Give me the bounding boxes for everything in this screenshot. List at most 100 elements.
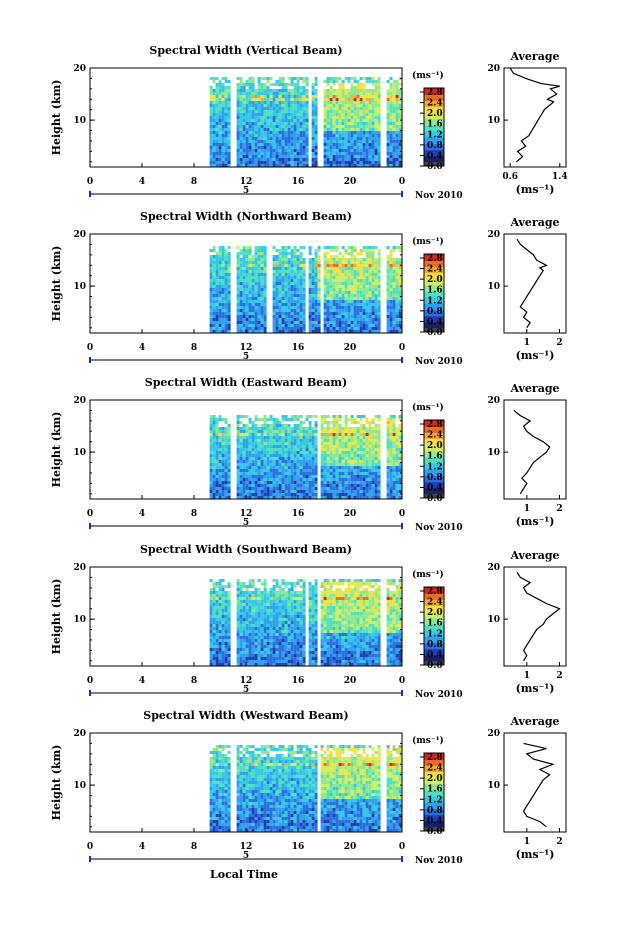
heatmap-cell <box>296 297 300 300</box>
heatmap-cell <box>281 77 285 80</box>
heatmap-cell <box>386 110 390 113</box>
heatmap-cell <box>326 303 330 306</box>
heatmap-cell <box>392 300 396 303</box>
heatmap-cell <box>284 98 288 101</box>
heatmap-cell <box>326 424 330 427</box>
heatmap-cell <box>296 454 300 457</box>
heatmap-cell <box>314 83 318 86</box>
heatmap-cell <box>227 116 231 119</box>
heatmap-cell <box>275 101 279 104</box>
heatmap-cell <box>236 457 240 460</box>
heatmap-cell <box>377 469 381 472</box>
heatmap-cell <box>248 445 252 448</box>
heatmap-cell <box>377 312 381 315</box>
heatmap-cell <box>248 86 252 89</box>
heatmap-cell <box>227 285 231 288</box>
heatmap-cell <box>398 309 402 312</box>
heatmap-cell <box>392 460 396 463</box>
heatmap-cell <box>227 137 231 140</box>
heatmap-cell <box>245 98 249 101</box>
heatmap-cell <box>395 122 399 125</box>
heatmap-cell <box>227 86 231 89</box>
heatmap-cell <box>395 306 399 309</box>
heatmap-cell <box>329 267 333 270</box>
heatmap-cell <box>284 300 288 303</box>
heatmap-cell <box>284 481 288 484</box>
heatmap-cell <box>362 86 366 89</box>
heatmap-cell <box>347 155 351 158</box>
heatmap-cell <box>386 330 390 333</box>
heatmap-cell <box>362 258 366 261</box>
heatmap-cell <box>299 433 303 436</box>
heatmap-cell <box>392 95 396 98</box>
heatmap-cell <box>353 246 357 249</box>
heatmap-cell <box>242 493 246 496</box>
heatmap-cell <box>356 282 360 285</box>
heatmap-cell <box>242 487 246 490</box>
heatmap-cell <box>299 246 303 249</box>
heatmap-cell <box>209 77 213 80</box>
heatmap-cell <box>320 451 324 454</box>
heatmap-cell <box>353 101 357 104</box>
heatmap-cell <box>245 321 249 324</box>
heatmap-cell <box>281 454 285 457</box>
heatmap-cell <box>362 318 366 321</box>
heatmap-cell <box>278 249 282 252</box>
heatmap-cell <box>263 101 267 104</box>
heatmap-cell <box>224 149 228 152</box>
heatmap-cell <box>224 279 228 282</box>
heatmap-cell <box>287 442 291 445</box>
heatmap-cell <box>260 496 264 499</box>
heatmap-cell <box>215 89 219 92</box>
heatmap-cell <box>308 484 312 487</box>
heatmap-cell <box>332 95 336 98</box>
heatmap-cell <box>218 255 222 258</box>
heatmap-cell <box>242 95 246 98</box>
heatmap-cell <box>209 463 213 466</box>
heatmap-cell <box>236 86 240 89</box>
heatmap-cell <box>347 131 351 134</box>
heatmap-cell <box>272 421 276 424</box>
heatmap-cell <box>281 288 285 291</box>
heatmap-cell <box>236 442 240 445</box>
colorbar-swatch <box>424 137 444 144</box>
heatmap-cell <box>314 98 318 101</box>
heatmap-cell <box>344 463 348 466</box>
heatmap-cell <box>275 312 279 315</box>
heatmap-cell <box>275 255 279 258</box>
heatmap-cell <box>224 324 228 327</box>
heatmap-cell <box>374 110 378 113</box>
heatmap-cell <box>347 152 351 155</box>
heatmap-cell <box>329 255 333 258</box>
heatmap-cell <box>266 466 270 469</box>
heatmap-cell <box>398 143 402 146</box>
heatmap-cell <box>371 140 375 143</box>
heatmap-cell <box>323 246 327 249</box>
heatmap-cell <box>368 427 372 430</box>
heatmap-cell <box>359 113 363 116</box>
heatmap-cell <box>356 89 360 92</box>
heatmap-cell <box>218 490 222 493</box>
x-tick-label: 0 <box>399 177 405 187</box>
heatmap-cell <box>302 330 306 333</box>
heatmap-cell <box>320 418 324 421</box>
heatmap-cell <box>251 158 255 161</box>
heatmap-cell <box>353 155 357 158</box>
heatmap-cell <box>308 291 312 294</box>
heatmap-cell <box>389 270 393 273</box>
heatmap-cell <box>287 92 291 95</box>
heatmap-cell <box>308 261 312 264</box>
heatmap-cell <box>338 104 342 107</box>
heatmap-cell <box>386 273 390 276</box>
heatmap-cell <box>386 433 390 436</box>
heatmap-cell <box>335 300 339 303</box>
heatmap-cell <box>335 418 339 421</box>
colorbar-swatch <box>424 438 444 446</box>
heatmap-cell <box>287 128 291 131</box>
heatmap-cell <box>272 460 276 463</box>
heatmap-cell <box>335 104 339 107</box>
heatmap-cell <box>278 469 282 472</box>
heatmap-cell <box>272 128 276 131</box>
heatmap-cell <box>356 131 360 134</box>
heatmap-cell <box>224 249 228 252</box>
